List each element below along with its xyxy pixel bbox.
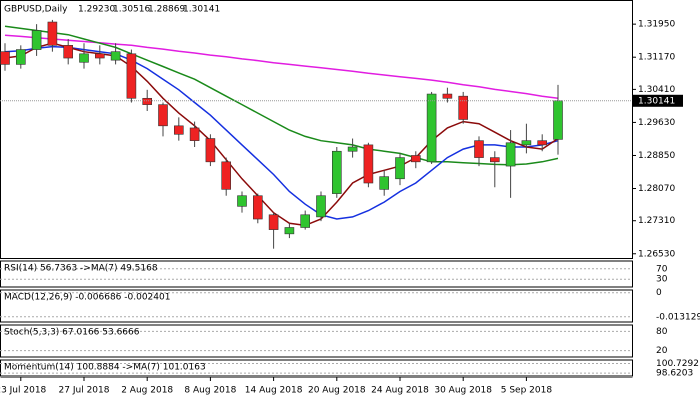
candle-body	[553, 100, 563, 140]
x-tick-label: 24 Aug 2018	[371, 386, 429, 396]
moving-average	[4, 42, 559, 227]
candle-body	[410, 155, 421, 163]
x-tick-label: 14 Aug 2018	[245, 386, 303, 396]
y-tick-label: 1.29630	[638, 118, 675, 128]
header-high: 1.30516	[113, 5, 150, 15]
candle-body	[395, 157, 405, 180]
candle-body	[442, 93, 453, 99]
candle-body	[95, 53, 105, 59]
candle-body	[474, 140, 484, 158]
x-tick-label: 8 Aug 2018	[184, 386, 236, 396]
candle-body	[426, 93, 437, 163]
candle-body	[537, 140, 548, 146]
main-frame	[0, 0, 633, 259]
candle-body	[79, 53, 89, 63]
indicator-frame	[0, 359, 633, 377]
candle-body	[142, 97, 152, 105]
x-tick-label: 5 Sep 2018	[501, 386, 553, 396]
candle-body	[110, 51, 121, 61]
candle-body	[458, 95, 469, 120]
candle-body	[284, 227, 295, 235]
indicator-tick-label: 98.6203	[656, 369, 693, 379]
indicator-frame	[0, 324, 633, 358]
y-tick-label: 1.30410	[638, 85, 675, 95]
candle-body	[189, 127, 200, 141]
date-axis	[0, 377, 633, 378]
candle-body	[505, 142, 516, 167]
indicator-title: MACD(12,26,9) -0.006686 -0.002401	[4, 293, 170, 303]
indicator-tick-label: 30	[656, 275, 668, 285]
indicator-tick-label: 20	[656, 346, 668, 356]
moving-average	[4, 45, 559, 220]
header-low: 1.28869	[148, 5, 185, 15]
candle-body	[521, 140, 532, 146]
candle-body	[489, 157, 500, 163]
candle-body	[316, 195, 326, 218]
x-tick-label: 2 Aug 2018	[121, 386, 173, 396]
chart-title: GBPUSD,Daily	[4, 5, 68, 15]
last-price-box	[633, 94, 683, 107]
x-tick-label: 27 Jul 2018	[59, 386, 110, 396]
indicator-tick-label: 70	[656, 264, 668, 274]
candle-body	[15, 49, 26, 65]
indicator-tick-label: 100.7292	[656, 359, 699, 369]
candle-body	[31, 30, 42, 50]
candle-body	[205, 138, 216, 163]
candle-body	[174, 125, 184, 135]
x-tick-label: 23 Jul 2018	[0, 386, 47, 396]
y-tick-label: 1.31170	[638, 53, 675, 63]
indicator-tick-label: 0	[656, 288, 662, 298]
x-tick-label: 30 Aug 2018	[434, 386, 492, 396]
y-tick-label: 1.31950	[638, 20, 675, 30]
x-tick-label: 20 Aug 2018	[308, 386, 366, 396]
y-tick-label: 1.28070	[638, 184, 675, 194]
indicator-title: Stoch(5,3,3) 67.0166 53.6666	[4, 328, 140, 338]
candle-body	[268, 214, 279, 230]
candle-body	[379, 176, 390, 190]
candle-body	[47, 21, 58, 46]
candle-body	[253, 195, 263, 220]
candle-body	[63, 45, 74, 59]
indicator-title: Momentum(14) 100.8884 ->MA(7) 101.0163	[4, 363, 206, 373]
indicator-frame	[0, 260, 633, 288]
y-tick-label: 1.26530	[638, 249, 675, 259]
candle-body	[347, 146, 358, 152]
indicator-tick-label: -0.013129	[656, 312, 700, 322]
candle-body	[126, 53, 137, 99]
candle-body	[331, 150, 342, 194]
y-tick-label: 1.27310	[638, 216, 675, 226]
indicator-title: RSI(14) 56.7363 ->MA(7) 49.5168	[4, 264, 158, 274]
candle-body	[300, 214, 311, 228]
candle-body	[221, 161, 231, 190]
candle-body	[158, 104, 168, 127]
candle-body	[237, 195, 247, 207]
indicator-tick-label: 80	[656, 327, 668, 337]
y-tick-label: 1.28850	[638, 151, 675, 161]
indicator-frame	[0, 289, 633, 323]
moving-average	[4, 25, 559, 166]
candle-body	[0, 51, 10, 65]
header-close: 1.30141	[183, 5, 220, 15]
header-open: 1.29230	[78, 5, 115, 15]
candle-body	[363, 144, 374, 184]
last-price-label: 1.30141	[638, 96, 675, 106]
